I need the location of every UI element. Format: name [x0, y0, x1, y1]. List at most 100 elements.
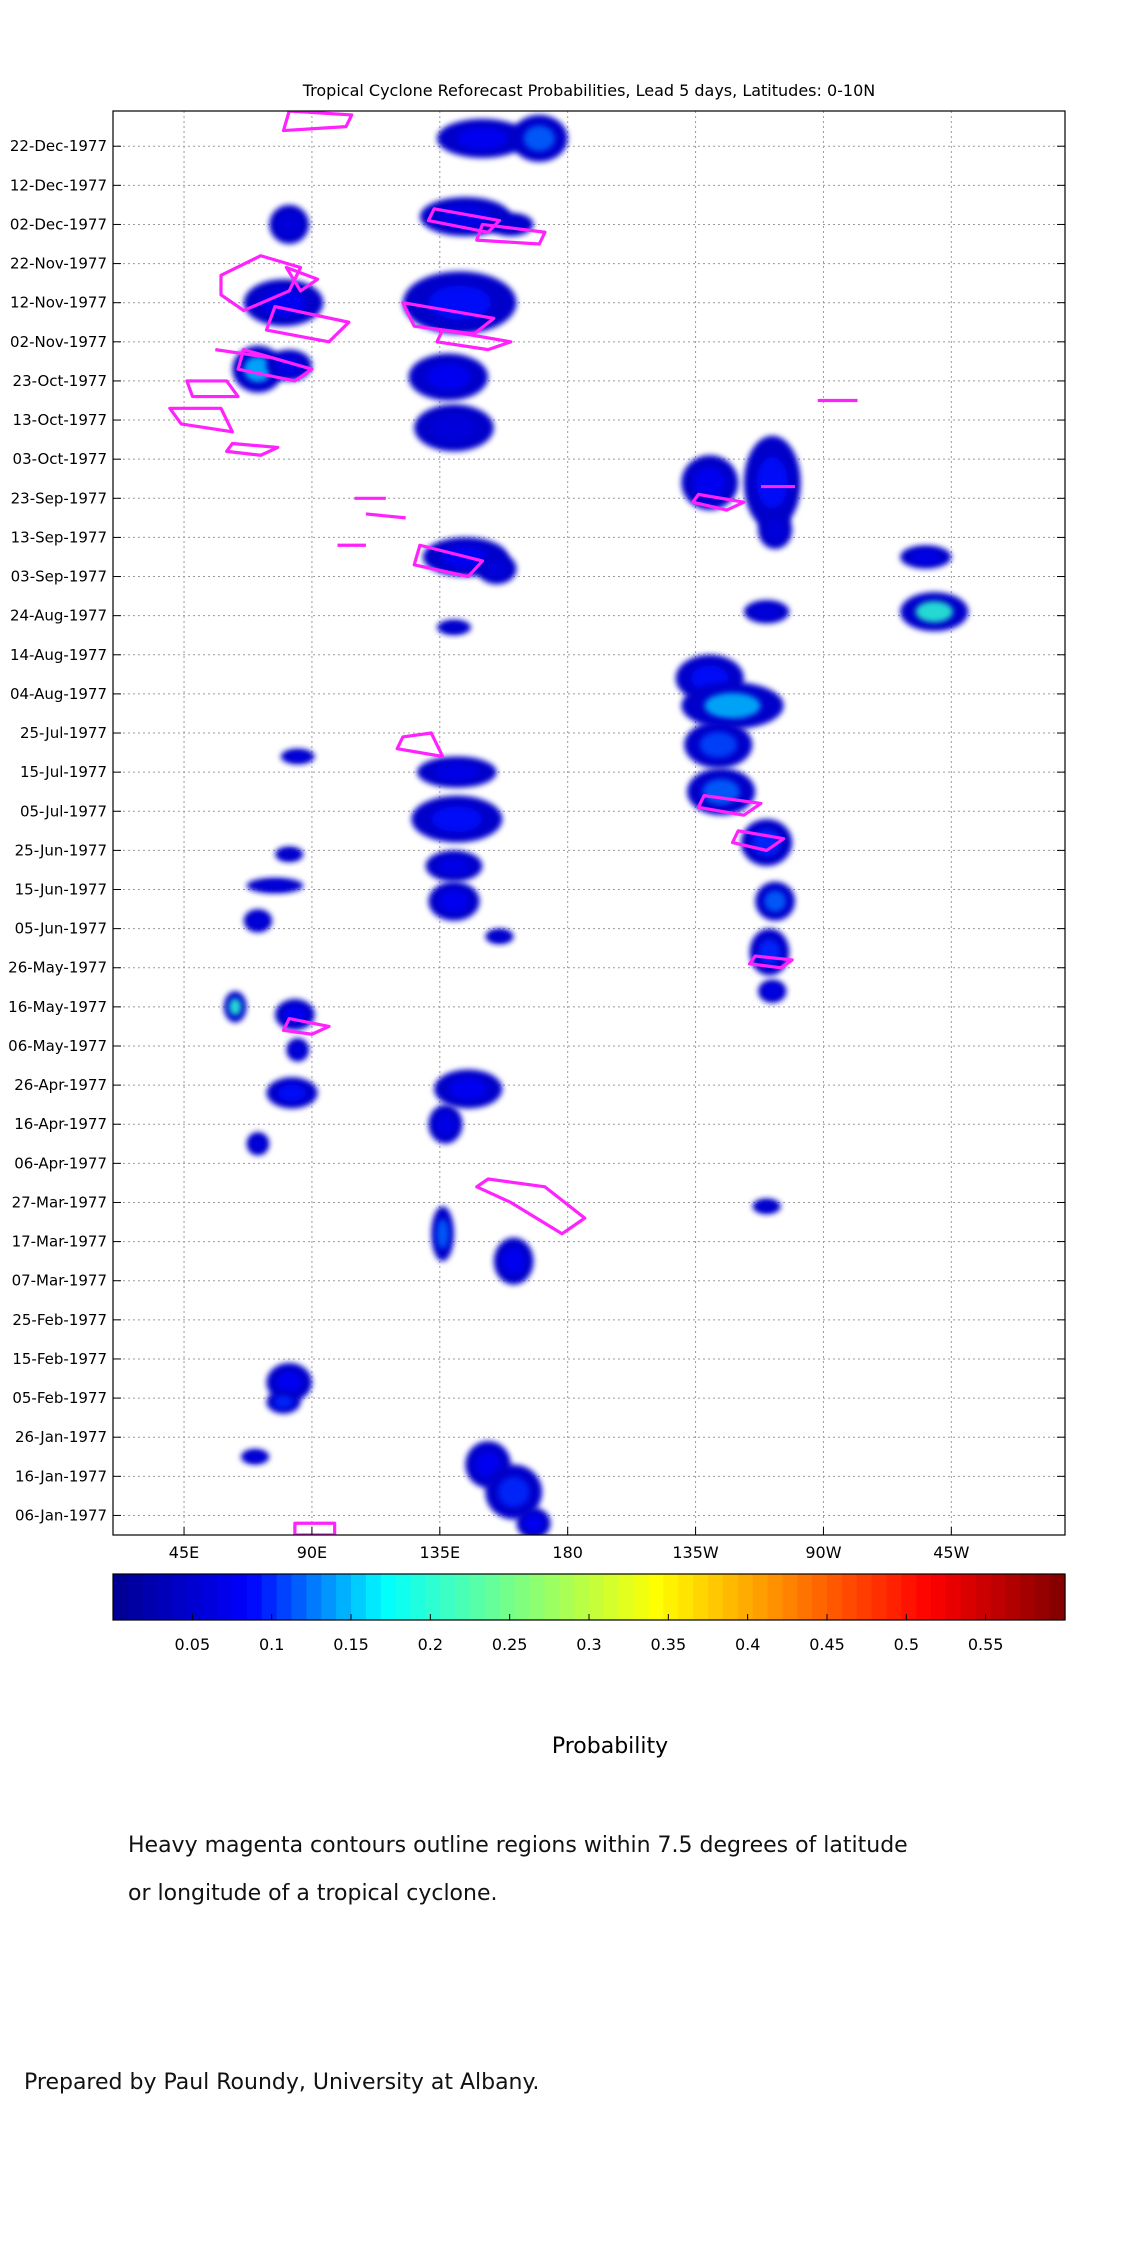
region-core: [498, 1476, 530, 1508]
probability-region: [485, 928, 514, 945]
y-tick-label: 23-Sep-1977: [11, 489, 107, 507]
y-tick-label: 02-Nov-1977: [10, 333, 107, 351]
colorbar-segment: [678, 1574, 694, 1620]
region-core: [915, 600, 954, 623]
probability-region: [755, 881, 796, 921]
colorbar: 0.05 0.1 0.15 0.2 0.25 0.3 0.35 0.4 0.45 0.5 0.55: [112, 1573, 1066, 1654]
tc-contour: [219, 254, 303, 313]
probability-region: [681, 682, 784, 730]
probability-region: [269, 204, 310, 245]
probability-region: [516, 1507, 551, 1535]
plot-frame: [112, 110, 1066, 1536]
colorbar-segment: [722, 1574, 739, 1620]
y-tick-label: 26-Jan-1977: [15, 1428, 107, 1446]
region-core: [288, 752, 308, 761]
plot-background: [113, 111, 1065, 1535]
region-core: [274, 1395, 293, 1409]
colorbar-segment: [693, 1574, 709, 1620]
probability-region: [749, 928, 790, 976]
tc-contour: [691, 492, 746, 512]
region-core: [436, 1113, 455, 1135]
y-tick-label: 03-Oct-1977: [13, 450, 107, 468]
caption-line-1: Heavy magenta contours outline regions w…: [128, 1833, 908, 1858]
y-tick-label: 17-Mar-1977: [12, 1233, 107, 1251]
colorbar-segment: [499, 1574, 516, 1620]
region-core: [485, 560, 508, 578]
region-core: [758, 1202, 775, 1211]
y-tick-label: 25-Feb-1977: [12, 1311, 107, 1329]
region-core: [699, 731, 738, 758]
y-tick-label: 16-Apr-1977: [14, 1115, 107, 1133]
colorbar-segment: [737, 1574, 754, 1620]
tc-contour: [365, 512, 406, 520]
probability-region: [428, 1104, 463, 1144]
tc-contour: [435, 328, 513, 352]
colorbar-segment: [261, 1574, 278, 1620]
probability-region: [274, 999, 315, 1031]
region-core: [911, 550, 940, 564]
region-core: [758, 939, 781, 966]
colorbar-segment: [351, 1574, 367, 1620]
tc-contour: [281, 1017, 331, 1036]
colorbar-segment: [827, 1574, 843, 1620]
y-tick-label: 27-Mar-1977: [12, 1193, 107, 1211]
y-tick-label: 23-Oct-1977: [13, 372, 107, 390]
prepared-by: Prepared by Paul Roundy, University at A…: [24, 2070, 540, 2095]
colorbar-tick-label: 0.2: [418, 1635, 443, 1654]
y-tick-label: 15-Feb-1977: [12, 1350, 107, 1368]
probability-region: [493, 1237, 534, 1285]
colorbar-segment: [812, 1574, 828, 1620]
y-tick-label: 25-Jun-1977: [15, 841, 107, 859]
tc-contour: [281, 111, 354, 133]
colorbar-tick-label: 0.35: [651, 1635, 687, 1654]
region-core: [439, 890, 469, 912]
colorbar-segment: [232, 1574, 248, 1620]
y-tick-label: 22-Nov-1977: [10, 255, 107, 273]
colorbar-segment: [841, 1574, 858, 1620]
region-core: [277, 1084, 307, 1102]
x-tick-label: 180: [552, 1543, 583, 1562]
region-core: [426, 364, 471, 390]
colorbar-segment: [142, 1574, 159, 1620]
colorbar-segment: [975, 1574, 992, 1620]
tc-contour: [395, 731, 445, 759]
probability-region: [900, 592, 969, 632]
colorbar-segment: [886, 1574, 902, 1620]
region-core: [444, 623, 464, 632]
probability-region: [436, 619, 472, 636]
tc-contour: [426, 207, 502, 234]
probability-region: [425, 850, 483, 882]
colorbar-label: Probability: [551, 1734, 669, 1759]
colorbar-segment: [127, 1574, 144, 1620]
y-tick-label: 12-Dec-1977: [10, 176, 107, 194]
tc-contour: [730, 829, 786, 852]
probability-region: [743, 600, 790, 624]
region-core: [764, 984, 781, 998]
colorbar-tick-label: 0.4: [735, 1635, 760, 1654]
colorbar-segment: [1035, 1574, 1051, 1620]
tc-contour: [412, 543, 485, 579]
y-tick-label: 02-Dec-1977: [10, 215, 107, 233]
y-tick-label: 26-May-1977: [8, 959, 107, 977]
region-core: [502, 1248, 525, 1275]
colorbar-segment: [113, 1574, 129, 1620]
colorbar-segment: [514, 1574, 531, 1620]
probability-region: [414, 404, 494, 452]
colorbar-tick-label: 0.3: [576, 1635, 601, 1654]
y-tick-label: 24-Aug-1977: [10, 607, 107, 625]
colorbar-segment: [589, 1574, 605, 1620]
x-tick-label: 45W: [933, 1543, 969, 1562]
y-tick-label: 13-Sep-1977: [11, 528, 107, 546]
tc-contour: [168, 406, 234, 434]
colorbar-segment: [871, 1574, 888, 1620]
colorbar-segment: [529, 1574, 545, 1620]
tc-contour: [747, 954, 794, 970]
probability-region: [286, 1038, 310, 1062]
probability-region: [411, 795, 503, 843]
colorbar-segment: [648, 1574, 664, 1620]
y-tick-label: 04-Aug-1977: [10, 685, 107, 703]
x-tick-label: 135E: [419, 1543, 460, 1562]
caption-line-2: or longitude of a tropical cyclone.: [128, 1881, 498, 1906]
probability-region: [758, 979, 787, 1003]
colorbar-segment: [1050, 1574, 1066, 1620]
